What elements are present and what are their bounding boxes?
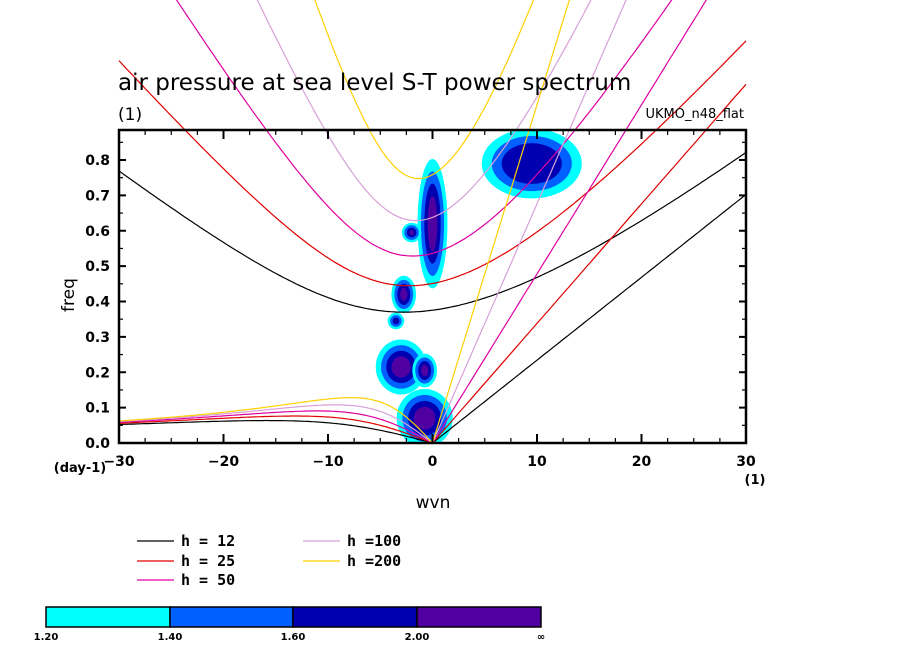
legend-label: h = 25	[181, 552, 235, 570]
y-tick-label: 0.1	[85, 401, 110, 417]
legend: h = 12 h = 25h = 50 h =100 h =200	[137, 532, 401, 589]
rossby-curve	[118, 415, 433, 444]
ig-curve	[118, 40, 747, 287]
run-label: UKMO_n48_flat	[645, 107, 744, 122]
rossby-curve	[118, 419, 433, 444]
contour-blob	[400, 287, 408, 301]
chart-subtitle: (1)	[118, 105, 142, 125]
contour-blob	[392, 317, 400, 325]
legend-label: h = 12	[181, 532, 235, 550]
legend-label: h = 50	[181, 571, 235, 589]
contour-blob	[501, 143, 562, 184]
x-axis-label: wvn	[416, 493, 451, 513]
contour-blob	[391, 356, 411, 378]
ig-curve	[175, 0, 673, 257]
colorbar-label: 1.40	[158, 632, 183, 643]
rossby-curve	[118, 410, 433, 444]
dispersion-curves	[118, 0, 747, 444]
colorbar-swatch	[416, 606, 542, 628]
x-tick-label: −10	[312, 454, 343, 470]
y-axis-label: freq	[59, 278, 79, 312]
colorbar: 1.20 1.40 1.60 2.00 ∞	[34, 606, 545, 643]
x-tick-label: −30	[103, 454, 134, 470]
x-tick-label: 30	[736, 454, 756, 470]
kelvin-line	[431, 0, 627, 444]
legend-label: h =200	[347, 552, 401, 570]
chart-title: air pressure at sea level S-T power spec…	[118, 70, 631, 96]
kelvin-line	[431, 0, 707, 444]
y-tick-label: 0.2	[85, 365, 110, 381]
y-unit-label: (day-1)	[54, 461, 106, 476]
colorbar-label: ∞	[537, 632, 545, 643]
x-tick-label: 10	[527, 454, 547, 470]
ig-curve	[314, 0, 535, 180]
colorbar-label: 1.20	[34, 632, 59, 643]
y-tick-label: 0.3	[85, 330, 110, 346]
x-tick-label: 0	[428, 454, 438, 470]
x-tick-label: −20	[208, 454, 239, 470]
colorbar-swatch	[45, 606, 171, 628]
contour-blob	[421, 364, 429, 377]
y-tick-label: 0.7	[85, 188, 110, 204]
kelvin-line	[432, 194, 747, 444]
x-unit-label: (1)	[745, 473, 766, 488]
kelvin-line	[431, 0, 571, 444]
y-tick-label: 0.6	[85, 224, 110, 240]
contour-features	[375, 130, 582, 443]
contour-blob	[413, 406, 436, 430]
y-tick-label: 0.8	[85, 153, 110, 169]
colorbar-swatch	[292, 606, 418, 628]
y-tick-label: 0.5	[85, 259, 110, 275]
ig-curve	[118, 151, 747, 313]
rossby-curve	[118, 397, 433, 444]
axis-ticks: −30 −20 −10 0 10 20 30 0.0 0.1 0.2 0.3 0.4 0.5 0.6 0.7…	[85, 130, 756, 470]
colorbar-label: 2.00	[405, 632, 430, 643]
x-tick-label: 20	[632, 454, 652, 470]
y-tick-label: 0.0	[85, 436, 110, 452]
contour-blob	[427, 196, 438, 252]
kelvin-line	[432, 83, 747, 444]
rossby-curve	[118, 404, 433, 444]
colorbar-label: 1.60	[281, 632, 306, 643]
legend-label: h =100	[347, 532, 401, 550]
contour-blob	[409, 230, 415, 235]
y-tick-label: 0.4	[85, 295, 110, 311]
colorbar-swatch	[169, 606, 294, 628]
